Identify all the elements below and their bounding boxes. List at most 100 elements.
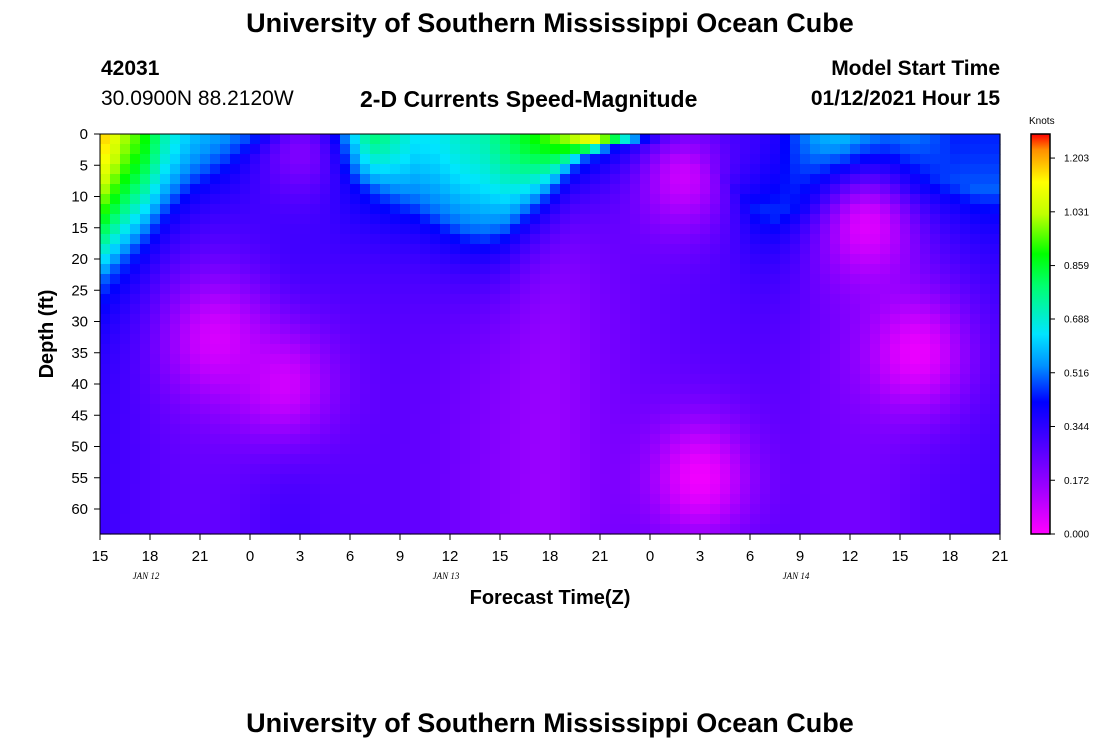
heatmap-cell: [330, 264, 341, 275]
heatmap-cell: [710, 204, 721, 215]
heatmap-cell: [600, 224, 611, 235]
heatmap-cell: [220, 234, 231, 245]
heatmap-cell: [770, 184, 781, 195]
heatmap-cell: [250, 524, 261, 535]
heatmap-cell: [890, 364, 901, 375]
heatmap-cell: [250, 234, 261, 245]
heatmap-cell: [910, 254, 921, 265]
footer-title: University of Southern Mississippi Ocean…: [246, 708, 854, 738]
heatmap-cell: [800, 314, 811, 325]
heatmap-cell: [100, 164, 111, 175]
heatmap-cell: [190, 374, 201, 385]
heatmap-cell: [420, 454, 431, 465]
heatmap-cell: [710, 264, 721, 275]
heatmap-cell: [640, 244, 651, 255]
heatmap-cell: [390, 454, 401, 465]
heatmap-cell: [540, 244, 551, 255]
heatmap-cell: [830, 264, 841, 275]
heatmap-cell: [780, 384, 791, 395]
heatmap-cell: [410, 424, 421, 435]
heatmap-cell: [120, 464, 131, 475]
heatmap-cell: [770, 194, 781, 205]
heatmap-cell: [600, 264, 611, 275]
heatmap-cell: [650, 484, 661, 495]
heatmap-cell: [940, 214, 951, 225]
heatmap-cell: [180, 254, 191, 265]
heatmap-cell: [940, 234, 951, 245]
heatmap-cell: [670, 154, 681, 165]
heatmap-cell: [540, 454, 551, 465]
heatmap-cell: [750, 234, 761, 245]
heatmap-cell: [830, 314, 841, 325]
heatmap-cell: [980, 324, 991, 335]
heatmap-cell: [620, 414, 631, 425]
heatmap-cell: [780, 194, 791, 205]
heatmap-cell: [650, 504, 661, 515]
heatmap-cell: [510, 494, 521, 505]
heatmap-cell: [380, 364, 391, 375]
heatmap-cell: [190, 494, 201, 505]
heatmap-cell: [150, 134, 161, 145]
heatmap-cell: [670, 264, 681, 275]
heatmap-cell: [420, 244, 431, 255]
heatmap-cell: [800, 224, 811, 235]
heatmap-cell: [320, 254, 331, 265]
heatmap-cell: [400, 284, 411, 295]
heatmap-cell: [570, 484, 581, 495]
heatmap-cell: [840, 204, 851, 215]
heatmap-cell: [660, 174, 671, 185]
heatmap-cell: [180, 144, 191, 155]
heatmap-cell: [730, 294, 741, 305]
heatmap-cell: [160, 344, 171, 355]
heatmap-cell: [350, 444, 361, 455]
heatmap-cell: [220, 344, 231, 355]
heatmap-cell: [240, 464, 251, 475]
heatmap-cell: [890, 164, 901, 175]
heatmap-cell: [460, 494, 471, 505]
heatmap-cell: [360, 264, 371, 275]
heatmap-cell: [450, 174, 461, 185]
heatmap-cell: [960, 144, 971, 155]
heatmap-cell: [180, 484, 191, 495]
heatmap-cell: [890, 324, 901, 335]
heatmap-cell: [500, 254, 511, 265]
y-tick-label: 20: [71, 251, 88, 268]
heatmap-cell: [860, 354, 871, 365]
heatmap-cell: [540, 434, 551, 445]
heatmap-cell: [480, 374, 491, 385]
heatmap-cell: [700, 304, 711, 315]
heatmap-cell: [810, 524, 821, 535]
heatmap-cell: [550, 504, 561, 515]
heatmap-cell: [490, 314, 501, 325]
heatmap-cell: [910, 234, 921, 245]
heatmap-cell: [370, 494, 381, 505]
heatmap-cell: [650, 374, 661, 385]
heatmap-cell: [440, 514, 451, 525]
heatmap-cell: [470, 244, 481, 255]
heatmap-cell: [510, 374, 521, 385]
heatmap-cell: [570, 404, 581, 415]
heatmap-cell: [330, 284, 341, 295]
heatmap-cell: [110, 134, 121, 145]
heatmap-cell: [860, 454, 871, 465]
heatmap-cell: [380, 434, 391, 445]
heatmap-cell: [770, 284, 781, 295]
heatmap-cell: [900, 374, 911, 385]
heatmap-cell: [120, 424, 131, 435]
heatmap-cell: [380, 234, 391, 245]
heatmap-cell: [630, 264, 641, 275]
heatmap-cell: [950, 434, 961, 445]
heatmap-cell: [510, 134, 521, 145]
heatmap-cell: [320, 214, 331, 225]
heatmap-cell: [580, 364, 591, 375]
heatmap-cell: [760, 144, 771, 155]
heatmap-cell: [890, 464, 901, 475]
heatmap-cell: [270, 284, 281, 295]
heatmap-cell: [900, 424, 911, 435]
heatmap-cell: [910, 194, 921, 205]
heatmap-cell: [340, 374, 351, 385]
heatmap-cell: [280, 284, 291, 295]
heatmap-cell: [740, 254, 751, 265]
heatmap-cell: [590, 514, 601, 525]
heatmap-cell: [880, 184, 891, 195]
